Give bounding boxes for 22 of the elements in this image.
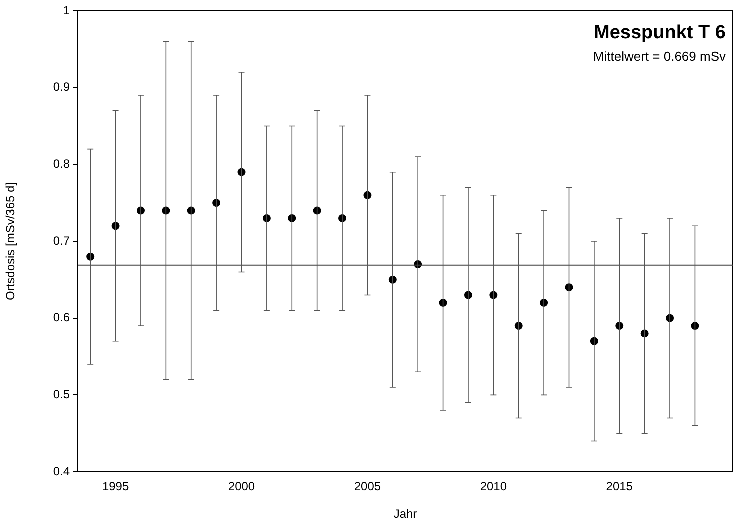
y-tick-label: 0.8 <box>53 156 70 171</box>
x-tick-label: 2010 <box>480 480 508 494</box>
y-tick-label: 0.7 <box>53 234 70 248</box>
y-tick-label: 1 <box>63 3 70 18</box>
y-tick-label: 0.4 <box>53 464 70 478</box>
point <box>691 322 700 330</box>
x-tick-label: 1995 <box>102 480 130 494</box>
text: Messpunkt T 6 <box>594 22 726 44</box>
point <box>364 191 372 200</box>
point <box>112 222 120 230</box>
y-tick-label: 0.6 <box>53 310 70 325</box>
point <box>640 330 649 338</box>
x-tick-label: 2005 <box>354 480 382 494</box>
y-axis-title: Ortsdosis [mSv/365 d] <box>4 182 18 301</box>
text: Mittelwert = 0.669 mSv <box>593 49 726 64</box>
y-tick-label: 0.9 <box>53 80 70 94</box>
y-tick-label: 0.5 <box>53 387 70 402</box>
point <box>565 284 574 292</box>
x-tick-label: 2000 <box>228 480 256 494</box>
point <box>439 298 448 307</box>
x-axis-title: Jahr <box>394 507 418 522</box>
x-tick-label: 2015 <box>606 480 634 494</box>
